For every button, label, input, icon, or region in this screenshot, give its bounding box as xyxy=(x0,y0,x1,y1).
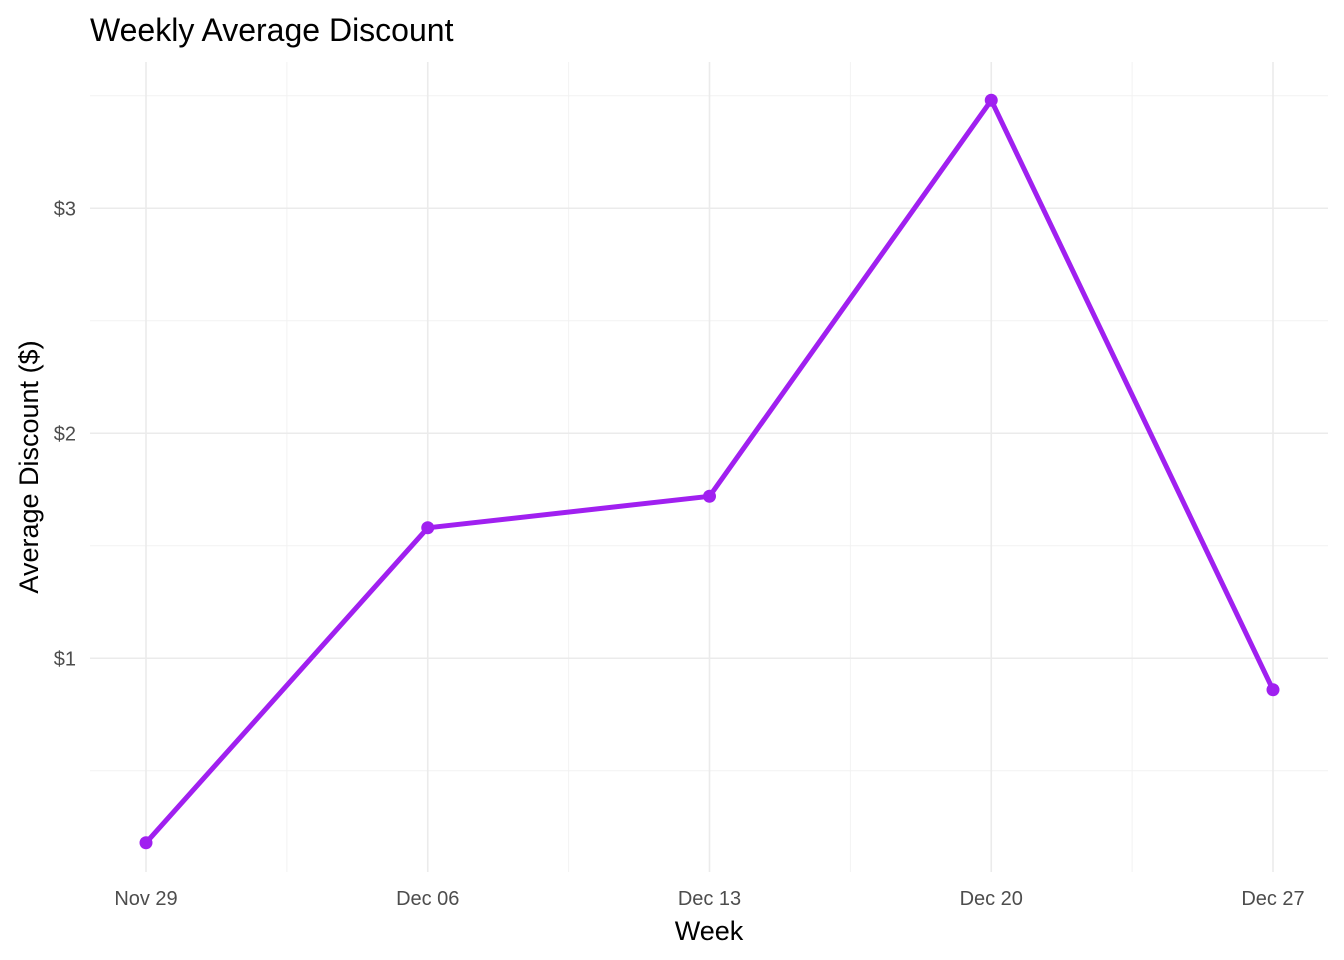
x-tick-label: Dec 27 xyxy=(1241,888,1304,910)
x-tick-label: Dec 13 xyxy=(678,888,741,910)
y-tick-labels: $1 $2 $3 xyxy=(54,198,76,670)
data-point xyxy=(984,93,998,107)
data-point xyxy=(1266,683,1280,697)
y-axis-title: Average Discount ($) xyxy=(14,340,44,593)
x-tick-label: Nov 29 xyxy=(114,888,177,910)
x-tick-label: Dec 20 xyxy=(960,888,1023,910)
series-layer xyxy=(139,93,1280,850)
chart-title: Weekly Average Discount xyxy=(90,12,454,48)
data-point xyxy=(703,489,716,503)
y-tick-label: $2 xyxy=(54,423,76,445)
x-tick-label: Dec 06 xyxy=(396,888,459,910)
data-point xyxy=(421,521,435,535)
y-tick-label: $3 xyxy=(54,198,76,220)
y-tick-label: $1 xyxy=(54,648,76,670)
x-axis-title: Week xyxy=(675,916,744,946)
x-tick-labels: Nov 29 Dec 06 Dec 13 Dec 20 Dec 27 xyxy=(114,888,1304,910)
data-point xyxy=(139,836,153,850)
major-gridlines xyxy=(90,62,1328,872)
